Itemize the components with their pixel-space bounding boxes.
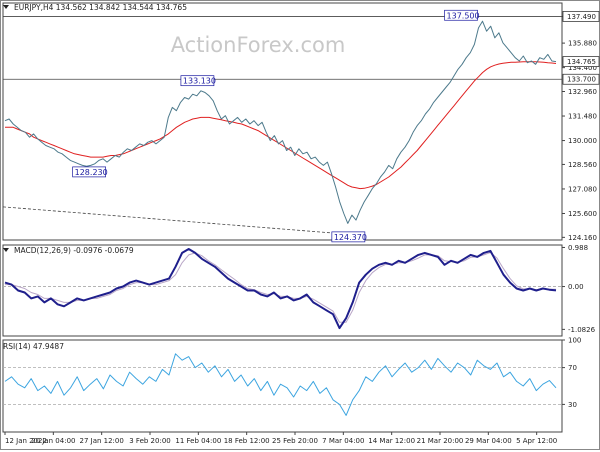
moving-average-line: [5, 61, 557, 190]
macd-signal-line: [5, 252, 557, 323]
x-tick-label: 14 Mar 12:00: [368, 437, 415, 445]
annotation-box: [180, 75, 215, 87]
x-tick-label: 18 Feb 12:00: [224, 437, 270, 445]
y-tick-label: 125.600: [568, 210, 597, 218]
y-tick-label: 0.00: [568, 283, 584, 291]
trend-line: [2, 206, 348, 235]
x-tick-label: 25 Feb 20:00: [272, 437, 318, 445]
y-tick-label: 70: [568, 364, 577, 372]
x-tick-label: 5 Apr 12:00: [516, 437, 557, 445]
macd-line: [4, 248, 557, 330]
y-tick-label: 30: [568, 401, 577, 409]
marks: 137.490 135.880 134.400 132.960 131.480 130.0…: [4, 9, 600, 445]
x-tick-label: 3 Feb 20:00: [129, 437, 170, 445]
y-tick-label: 132.960: [568, 88, 597, 96]
resistance-level-tag: [562, 11, 600, 22]
x-tick-label: 20 Jan 04:00: [31, 437, 75, 445]
price-line: [4, 20, 557, 224]
y-tick-label: 100: [568, 337, 581, 345]
annotation-box: [72, 166, 106, 178]
price-header: EURJPY,H4 134.562 134.842 134.544 134.76…: [14, 3, 187, 12]
x-tick-label: 29 Mar 04:00: [465, 437, 512, 445]
dropdown-icon[interactable]: [3, 5, 9, 9]
annotation-box: [444, 9, 478, 21]
x-tick-label: 7 Mar 04:00: [322, 437, 364, 445]
resistance-level-tag-label: 137.490: [567, 13, 596, 21]
macd-header: MACD(12,26,9) -0.0976 -0.0679: [14, 246, 134, 255]
y-tick-label: 0.988: [568, 244, 588, 252]
y-tick-label: 124.160: [568, 234, 597, 242]
dropdown-icon[interactable]: [3, 248, 9, 252]
y-tick-label: 135.880: [568, 40, 597, 48]
y-tick-label: 131.480: [568, 113, 597, 121]
y-tick-label: 134.400: [568, 64, 597, 72]
annotation-label: 137.500: [447, 11, 480, 20]
watermark: ActionForex.com: [171, 33, 346, 57]
support-level-tag-label: 133.700: [567, 76, 596, 84]
annotation-label: 128.230: [75, 168, 108, 177]
last-price-tag-label: 134.765: [567, 58, 596, 66]
macd-panel: [2, 244, 563, 337]
annotation-label: 124.370: [334, 233, 367, 242]
last-price-tag: [562, 56, 600, 67]
support-level-tag: [562, 73, 600, 85]
annotation-label: 133.130: [183, 77, 216, 86]
y-tick-label: 127.080: [568, 185, 597, 193]
rsi-header: RSI(14) 47.9487: [3, 342, 64, 351]
panels: [2, 2, 565, 435]
x-tick-label: 27 Jan 12:00: [80, 437, 124, 445]
price-panel: [2, 2, 563, 241]
x-tick-label: 12 Jan 2022: [5, 437, 47, 445]
rsi-line: [4, 353, 557, 416]
x-tick-label: 21 Mar 20:00: [417, 437, 464, 445]
rsi-panel: [2, 339, 563, 433]
x-tick-label: 11 Feb 04:00: [175, 437, 221, 445]
y-tick-label: 128.560: [568, 161, 597, 169]
y-tick-label: -1.0826: [568, 326, 596, 334]
annotation-box: [331, 231, 366, 243]
y-tick-label: 130.000: [568, 137, 597, 145]
